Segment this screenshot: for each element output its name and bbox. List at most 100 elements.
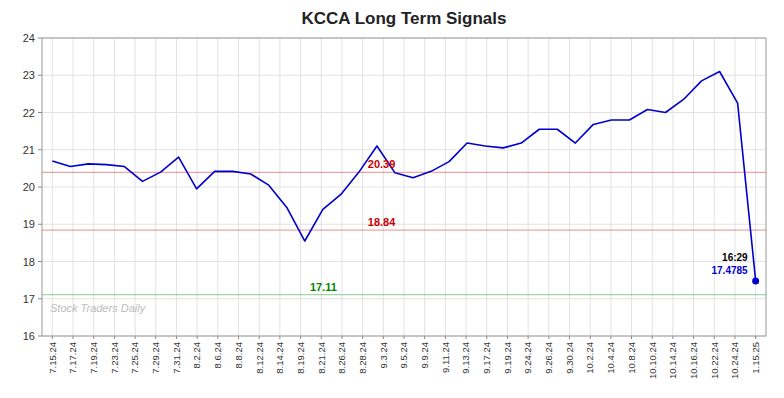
background [0, 0, 784, 398]
grid-line [238, 38, 239, 336]
grid-line [259, 38, 260, 336]
tick-label: 23 [23, 69, 35, 81]
grid-line [424, 38, 425, 336]
reference-label: 20.39 [368, 158, 396, 170]
grid-line [93, 38, 94, 336]
grid-line [734, 38, 735, 336]
series-line [52, 72, 755, 281]
tick-label: 10.14.24 [667, 342, 678, 379]
tick-label: 8.28.24 [357, 342, 368, 374]
tick-label: 9.30.24 [564, 342, 575, 374]
tick [38, 187, 42, 188]
plot-frame [42, 38, 766, 336]
grid-line [569, 38, 570, 336]
tick [38, 112, 42, 113]
grid-line [755, 38, 756, 336]
grid-line [445, 38, 446, 336]
tick-label: 7.23.24 [109, 342, 120, 374]
tick-label: 10.2.24 [584, 342, 595, 374]
grid-line [466, 38, 467, 336]
annotation: 17.4785 [712, 265, 749, 276]
tick-label: 22 [23, 107, 35, 119]
grid-line [507, 38, 508, 336]
tick-label: 9.5.24 [398, 342, 409, 368]
tick-label: 7.25.24 [129, 342, 140, 374]
tick-label: 10.24.24 [729, 342, 740, 379]
tick-label: 9.3.24 [378, 342, 389, 368]
tick-label: 10.4.24 [605, 342, 616, 374]
tick-label: 18 [23, 256, 35, 268]
tick-label: 9.17.24 [481, 342, 492, 374]
title: KCCA Long Term Signals [302, 9, 507, 28]
grid-line [714, 38, 715, 336]
grid-line [217, 38, 218, 336]
tick-label: 8.6.24 [212, 342, 223, 368]
tick [38, 38, 42, 39]
chart: KCCA Long Term Signals 16 17 18 19 20 21 22 23 24… [0, 0, 784, 398]
tick-label: 8.21.24 [316, 342, 327, 374]
tick-label: 7.31.24 [171, 342, 182, 374]
reference-label: 18.84 [368, 216, 396, 228]
grid-line [610, 38, 611, 336]
grid-line [383, 38, 384, 336]
grid [42, 38, 766, 336]
tick [38, 261, 42, 262]
tick-label: 19 [23, 218, 35, 230]
tick-label: 7.17.24 [67, 342, 78, 374]
tick-label: 8.2.24 [191, 342, 202, 368]
tick-label: 17 [23, 293, 35, 305]
tick-label: 10.22.24 [709, 342, 720, 379]
grid-line [693, 38, 694, 336]
tick-label: 10.10.24 [647, 342, 658, 379]
tick-label: 16 [23, 330, 35, 342]
tick-label: 7.29.24 [150, 342, 161, 374]
grid-line [176, 38, 177, 336]
grid-line [590, 38, 591, 336]
last-point [752, 277, 759, 284]
grid-line [362, 38, 363, 336]
grid-line [73, 38, 74, 336]
tick-label: 10.16.24 [688, 342, 699, 379]
tick-label: 8.12.24 [254, 342, 265, 374]
tick-label: 9.9.24 [419, 342, 430, 368]
grid-line [155, 38, 156, 336]
watermark: Stock Traders Daily [50, 302, 147, 314]
tick-label: 10.8.24 [626, 342, 637, 374]
tick-label: 9.19.24 [502, 342, 513, 374]
tick-label: 9.26.24 [543, 342, 554, 374]
grid-line [548, 38, 549, 336]
tick-label: 8.14.24 [274, 342, 285, 374]
grid-line [672, 38, 673, 336]
tick-label: 20 [23, 181, 35, 193]
grid-line [300, 38, 301, 336]
tick-label: 9.11.24 [440, 342, 451, 373]
grid-line [486, 38, 487, 336]
plot-area [42, 72, 766, 295]
grid-line [652, 38, 653, 336]
grid-line [52, 38, 53, 336]
tick [38, 149, 42, 150]
grid-line [135, 38, 136, 336]
tick-label: 1.15.25 [750, 342, 761, 374]
annotation: 16:29 [722, 252, 748, 263]
grid-line [631, 38, 632, 336]
tick [38, 336, 42, 337]
tick-label: 7.19.24 [88, 342, 99, 374]
reference-line [42, 172, 766, 173]
tick [38, 298, 42, 299]
tick-label: 8.19.24 [295, 342, 306, 374]
grid-line [341, 38, 342, 336]
tick-label: 7.15.24 [47, 342, 58, 374]
tick [38, 75, 42, 76]
grid-line [114, 38, 115, 336]
tick-label: 9.13.24 [460, 342, 471, 374]
tick [38, 224, 42, 225]
grid-line [279, 38, 280, 336]
tick-label: 24 [23, 32, 35, 44]
reference-label: 17.11 [310, 281, 337, 293]
tick-label: 8.26.24 [336, 342, 347, 374]
reference-line [42, 230, 766, 231]
tick-label: 21 [23, 144, 35, 156]
grid-line [528, 38, 529, 336]
reference-line [42, 294, 766, 295]
